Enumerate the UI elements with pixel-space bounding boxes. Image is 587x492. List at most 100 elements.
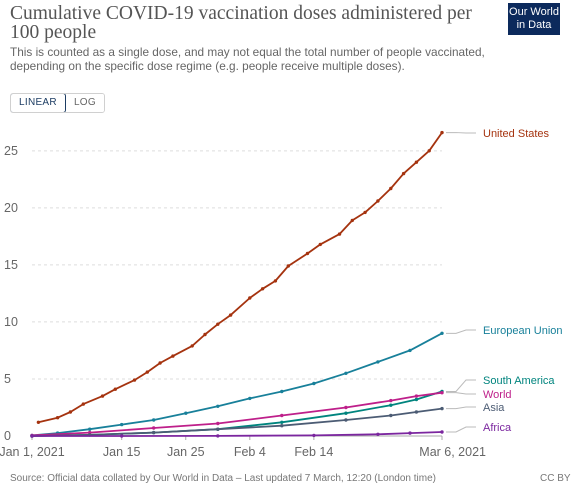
logo-line-2: in Data	[516, 19, 552, 31]
data-point	[440, 130, 444, 135]
legend-connector	[446, 426, 476, 433]
data-point	[389, 403, 393, 407]
x-tick-label: Jan 25	[167, 445, 205, 459]
data-point	[152, 426, 156, 430]
data-point	[132, 378, 137, 382]
data-point	[305, 251, 310, 256]
data-point	[216, 322, 220, 326]
series-label: United States	[483, 128, 550, 140]
legend-connector	[446, 392, 476, 395]
data-point	[152, 418, 156, 422]
data-point	[414, 160, 419, 164]
data-point	[376, 360, 380, 364]
series-label: South America	[483, 375, 555, 387]
data-point	[203, 332, 207, 337]
data-point	[171, 354, 175, 358]
x-tick-label: Feb 4	[234, 445, 266, 459]
data-point	[344, 411, 348, 415]
owid-logo[interactable]: Our World in Data	[508, 3, 560, 35]
data-point	[280, 424, 284, 428]
chart-title: Cumulative COVID-19 vaccination doses ad…	[10, 3, 472, 43]
data-point	[389, 186, 393, 191]
logo-line-1: Our World	[509, 6, 559, 18]
log-scale-button[interactable]: LOG	[65, 94, 104, 112]
license-link[interactable]: CC BY	[540, 473, 571, 484]
data-point	[113, 387, 118, 391]
data-point	[414, 410, 419, 414]
data-point	[228, 313, 233, 317]
data-point	[440, 406, 444, 411]
data-point	[344, 405, 348, 410]
data-point	[152, 430, 156, 435]
data-point	[145, 370, 149, 374]
data-point	[363, 210, 367, 215]
legend-connector	[446, 329, 476, 334]
series-label: European Union	[483, 325, 563, 337]
y-tick-label: 20	[4, 201, 18, 215]
y-tick-label: 0	[4, 429, 11, 443]
series-label: Africa	[483, 422, 512, 434]
data-point	[376, 432, 380, 436]
y-tick-label: 25	[4, 144, 18, 158]
data-point	[414, 397, 419, 402]
data-point	[216, 434, 220, 438]
data-point	[344, 371, 348, 375]
data-point	[216, 404, 220, 408]
data-point	[120, 434, 124, 438]
legend-connector	[446, 406, 476, 410]
y-tick-label: 5	[4, 372, 11, 386]
data-point	[100, 394, 105, 398]
data-point	[427, 149, 431, 153]
data-point	[337, 232, 342, 236]
data-point	[81, 402, 86, 406]
data-point	[273, 279, 278, 283]
data-point	[260, 287, 265, 291]
data-point	[286, 264, 290, 268]
x-tick-label: Jan 15	[103, 445, 141, 459]
data-point	[280, 420, 284, 424]
data-point	[401, 171, 406, 176]
y-tick-label: 15	[4, 258, 18, 272]
data-point	[344, 418, 348, 422]
data-point	[408, 348, 412, 353]
data-point	[216, 421, 220, 426]
data-point	[55, 416, 60, 420]
series-label: Asia	[483, 402, 505, 414]
data-point	[248, 296, 252, 300]
data-point	[408, 431, 412, 435]
data-point	[88, 427, 92, 431]
y-tick-label: 10	[4, 315, 18, 329]
data-point	[30, 434, 34, 438]
data-point	[216, 427, 220, 431]
x-tick-label: Mar 6, 2021	[419, 445, 486, 459]
data-point	[312, 433, 316, 438]
data-point	[389, 398, 393, 403]
scale-toggle: LINEAR LOG	[10, 93, 105, 113]
data-point	[280, 389, 284, 394]
data-point	[190, 344, 194, 348]
x-tick-label: Feb 14	[294, 445, 333, 459]
data-point	[68, 410, 73, 414]
series-line	[31, 332, 443, 437]
data-point	[440, 391, 444, 395]
data-point	[120, 422, 124, 427]
data-point	[440, 430, 444, 434]
data-point	[414, 394, 419, 398]
legend-connector	[446, 379, 476, 393]
data-point	[440, 331, 444, 335]
series-label: World	[483, 389, 512, 401]
data-point	[280, 413, 284, 418]
chart-subtitle: This is counted as a single dose, and ma…	[10, 45, 485, 73]
data-point	[350, 218, 354, 223]
source-note: Source: Official data collated by Our Wo…	[10, 473, 436, 484]
data-point	[248, 396, 252, 401]
line-chart: 0 5 10 15 20 25 Jan 1, 2021 Jan 15 Jan 25 Feb 4 Fe…	[0, 128, 563, 459]
data-point	[312, 381, 316, 386]
data-point	[389, 413, 393, 418]
x-tick-label: Jan 1, 2021	[0, 445, 65, 459]
linear-scale-button[interactable]: LINEAR	[10, 94, 66, 112]
data-point	[376, 199, 380, 203]
data-point	[318, 242, 322, 247]
data-point	[36, 420, 41, 424]
data-point	[158, 361, 162, 365]
